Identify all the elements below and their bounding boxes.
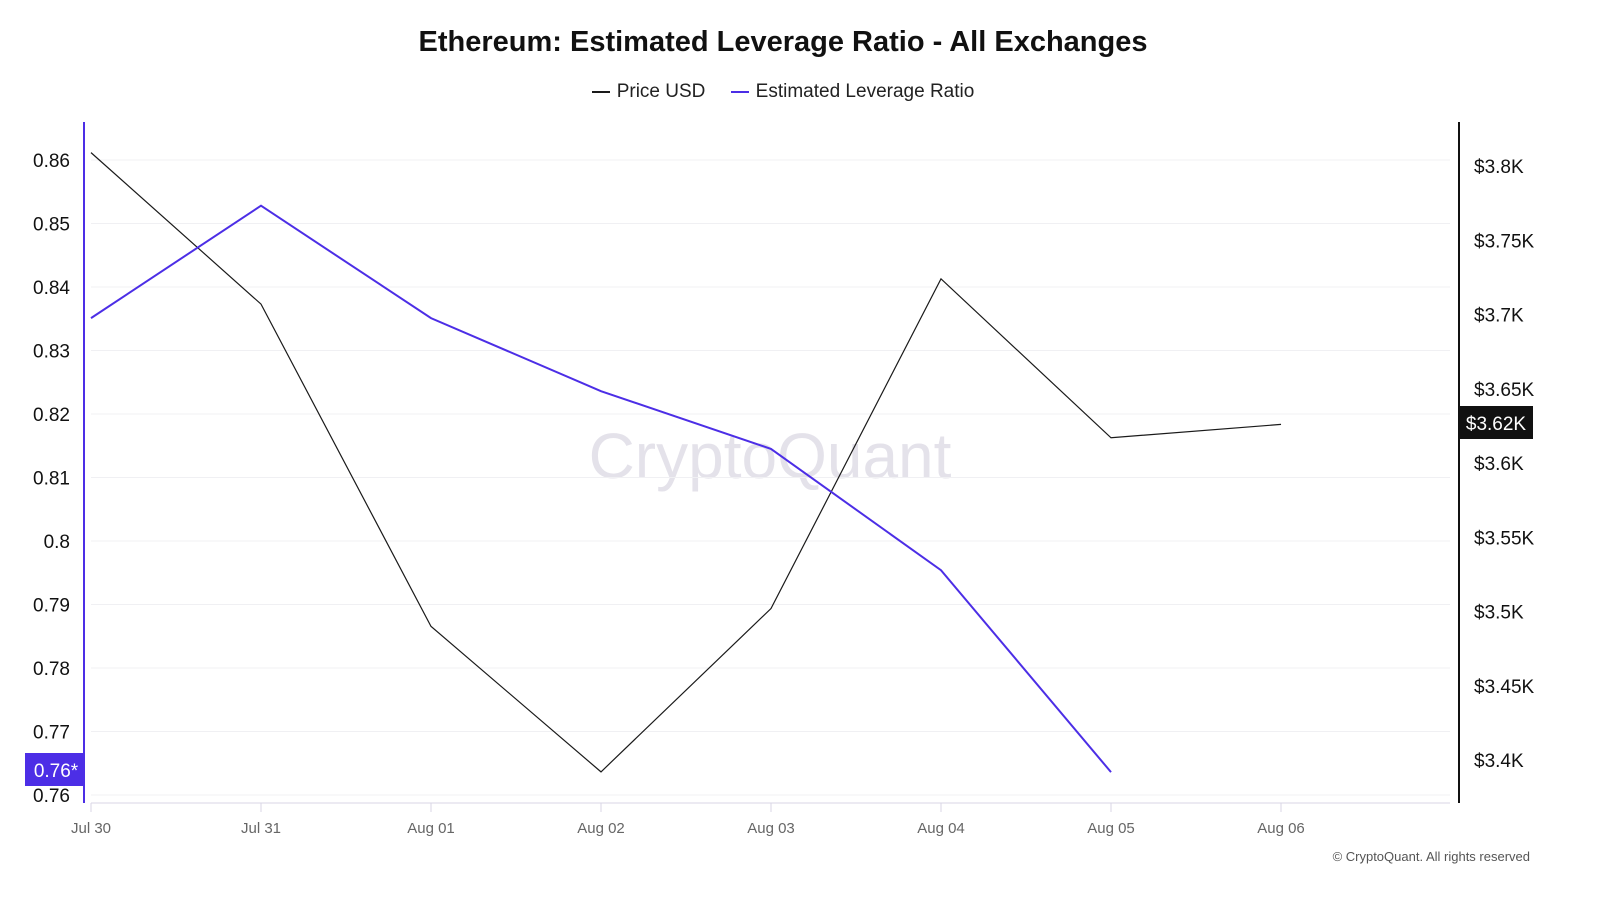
legend-label: Price USD	[616, 81, 706, 102]
left-tick-label: 0.78	[33, 659, 70, 680]
x-tick-label: Aug 06	[1257, 820, 1305, 837]
legend-label: Estimated Leverage Ratio	[755, 81, 975, 102]
left-tick-label: 0.8	[44, 532, 70, 553]
x-tick-label: Aug 01	[407, 820, 455, 837]
right-tick-label: $3.7K	[1474, 306, 1524, 327]
left-current-label: 0.76*	[34, 761, 79, 782]
x-tick-label: Aug 02	[577, 820, 625, 837]
right-current-badge	[1460, 406, 1533, 439]
left-tick-label: 0.79	[33, 596, 70, 617]
legend-item-leverage[interactable]: Estimated Leverage Ratio	[730, 81, 975, 103]
left-tick-label: 0.76	[33, 786, 70, 807]
x-tick-label: Aug 03	[747, 820, 795, 837]
chart-title: Ethereum: Estimated Leverage Ratio - All…	[418, 26, 1148, 58]
right-tick-label: $3.8K	[1474, 157, 1524, 178]
legend-item-price[interactable]: Price USD	[591, 81, 706, 103]
right-tick-label: $3.65K	[1474, 380, 1535, 401]
right-tick-label: $3.6K	[1474, 454, 1524, 475]
series-line-price	[90, 152, 1282, 773]
x-tick-label: Jul 30	[71, 820, 111, 837]
legend-swatch	[730, 91, 749, 93]
watermark: CryptoQuant	[589, 420, 952, 492]
x-tick-label: Jul 31	[241, 820, 281, 837]
left-tick-label: 0.84	[33, 278, 70, 299]
copyright: © CryptoQuant. All rights reserved	[1332, 849, 1530, 864]
left-tick-label: 0.82	[33, 405, 70, 426]
right-tick-label: $3.45K	[1474, 677, 1535, 698]
right-tick-label: $3.5K	[1474, 603, 1524, 624]
left-tick-label: 0.85	[33, 215, 70, 236]
legend: Price USD Estimated Leverage Ratio	[0, 77, 1566, 103]
right-current-label: $3.62K	[1466, 414, 1527, 435]
x-tick-label: Aug 04	[917, 820, 965, 837]
left-tick-label: 0.83	[33, 342, 70, 363]
left-tick-label: 0.77	[33, 723, 70, 744]
right-tick-label: $3.55K	[1474, 528, 1535, 549]
legend-swatch	[591, 91, 610, 93]
right-tick-label: $3.75K	[1474, 231, 1535, 252]
left-current-badge	[25, 753, 84, 786]
right-tick-label: $3.4K	[1474, 751, 1524, 772]
left-tick-label: 0.81	[33, 469, 70, 490]
left-tick-label: 0.86	[33, 151, 70, 172]
x-tick-label: Aug 05	[1087, 820, 1135, 837]
